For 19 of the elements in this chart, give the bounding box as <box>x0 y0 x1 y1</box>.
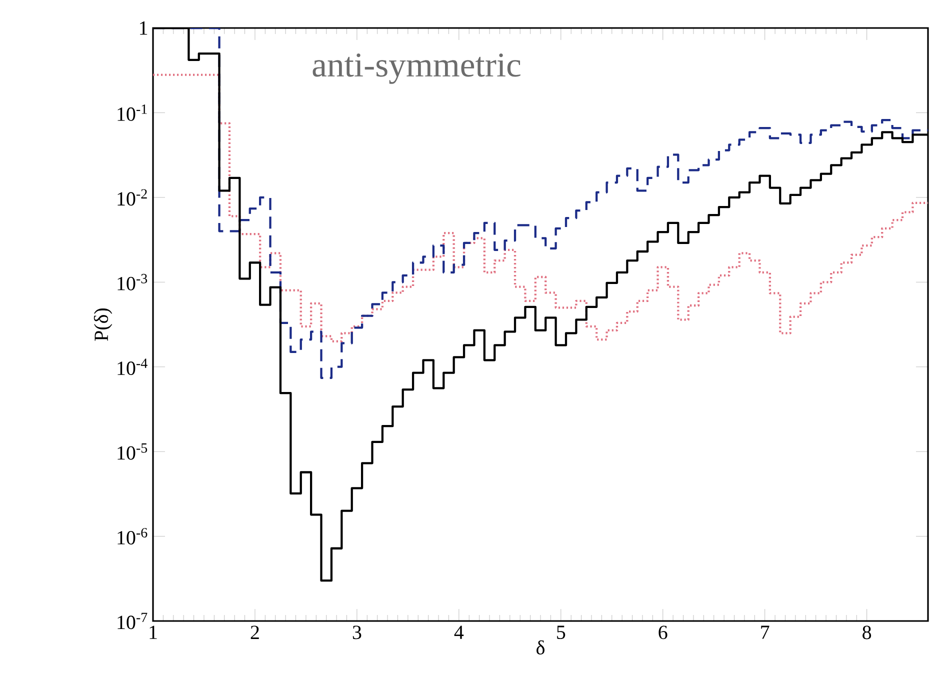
y-tick-label: 10$^{-1}$ <box>118 104 147 121</box>
y-tick-label: 10$^{-7}$ <box>118 612 148 630</box>
x-tick-label: 7 <box>761 626 770 639</box>
x-axis-title: δ <box>536 640 544 655</box>
y-tick-label: 10$^{-3}$ <box>118 274 148 290</box>
y-tick-label: 1 <box>140 21 148 35</box>
x-tick-label: 4 <box>454 626 464 639</box>
x-tick-label: 6 <box>658 626 668 640</box>
x-tick-label: 8 <box>862 626 872 640</box>
y-tick-label: 10$^{-4}$ <box>118 358 148 376</box>
y-tick-label: 10$^{-5}$ <box>118 443 148 460</box>
y-tick-label: 10$^{-2}$ <box>118 189 147 206</box>
y-tick-label: 10$^{-6}$ <box>118 528 148 544</box>
x-tick-label: 1 <box>150 626 157 639</box>
annotation: anti-symmetric <box>312 53 520 84</box>
x-tick-label: 5 <box>557 626 566 639</box>
y-axis-title: P(δ) <box>94 308 112 341</box>
x-tick-label: 2 <box>250 626 259 639</box>
x-tick-label: 3 <box>352 626 362 640</box>
